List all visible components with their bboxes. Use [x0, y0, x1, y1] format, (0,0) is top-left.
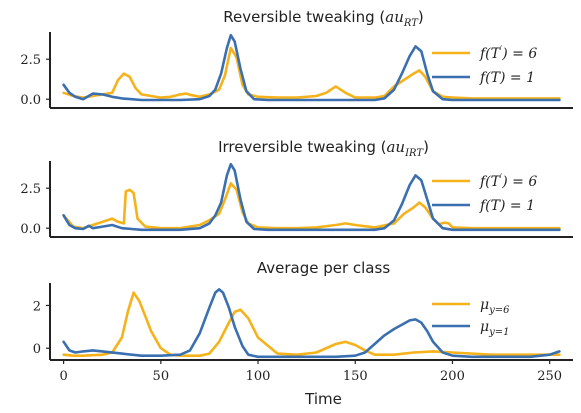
- series-line-orange: [62, 291, 561, 357]
- series-line-blue: [62, 33, 561, 102]
- y-tick-label: 2.5: [20, 182, 41, 197]
- x-tick-label: 250: [537, 369, 562, 384]
- y-tick-label: 0.0: [20, 93, 41, 108]
- title-close: ): [423, 138, 429, 156]
- x-tick-label: 150: [343, 369, 368, 384]
- legend-label: μy=1: [480, 319, 510, 338]
- x-tick-label: 100: [246, 369, 271, 384]
- x-axis-label: Time: [304, 390, 342, 408]
- title-subscript: RT: [403, 18, 419, 29]
- y-tick-label: 0.0: [20, 222, 41, 237]
- subplot-3: Average per class 0 2 0 50 100 150 200 250 Time μy…: [33, 259, 573, 408]
- title-symbol: au: [385, 8, 404, 26]
- title-symbol: au: [386, 138, 405, 156]
- subplot-title: Irreversible tweaking (auIRT): [218, 138, 429, 159]
- subplot-title: Average per class: [257, 259, 390, 277]
- y-tick-label: 2.5: [20, 53, 41, 68]
- subplot-2: Irreversible tweaking (auIRT) 0.0 2.5 f(T′)…: [20, 138, 573, 238]
- subplot-1: Reversible tweaking (auRT) 0.0 2.5 f(T′) = …: [20, 8, 573, 109]
- legend-label: f(T) = 1: [479, 70, 535, 86]
- title-text: Irreversible tweaking (: [218, 138, 386, 156]
- title-subscript: IRT: [404, 148, 424, 159]
- x-tick-label: 200: [440, 369, 465, 384]
- legend-label: f(T) = 1: [479, 198, 535, 214]
- y-tick-label: 0: [33, 342, 41, 357]
- legend-label: f(T′) = 6: [479, 45, 537, 62]
- subplot-title: Reversible tweaking (auRT): [223, 8, 424, 29]
- series-line-blue: [62, 162, 561, 232]
- x-tick-label: 0: [59, 369, 67, 384]
- y-tick-label: 2: [33, 299, 41, 314]
- x-tick-label: 50: [153, 369, 170, 384]
- legend-label: μy=6: [480, 297, 510, 316]
- title-close: ): [418, 8, 424, 26]
- series-line-blue: [62, 288, 561, 359]
- legend-label: f(T′) = 6: [479, 173, 537, 190]
- title-text: Reversible tweaking (: [223, 8, 385, 26]
